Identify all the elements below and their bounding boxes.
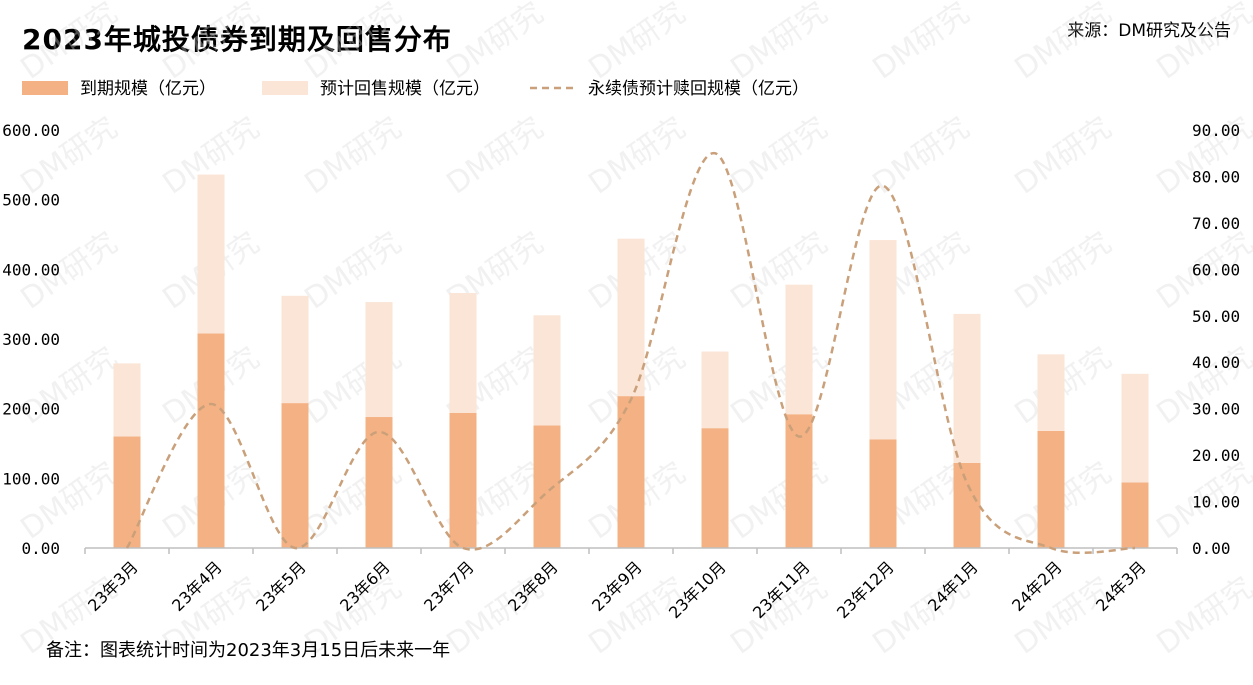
bar-maturity <box>617 396 645 548</box>
y-right-tick-label: 0.00 <box>1192 539 1231 558</box>
bar-maturity <box>281 403 309 548</box>
bar-putback <box>953 313 981 464</box>
bar-putback <box>1037 354 1065 431</box>
y-right-tick-label: 60.00 <box>1192 260 1240 279</box>
watermark-text: DM研究 <box>725 455 834 546</box>
watermark-text: DM研究 <box>1009 110 1118 201</box>
bar-maturity <box>113 436 141 548</box>
y-right-tick-label: 50.00 <box>1192 307 1240 326</box>
y-left-tick-label: 500.00 <box>2 191 60 210</box>
chart-title: 2023年城投债券到期及回售分布 <box>22 23 452 56</box>
bar-putback <box>701 351 729 429</box>
watermark-text: DM研究 <box>299 110 408 201</box>
y-right-tick-label: 90.00 <box>1192 121 1240 140</box>
watermark-text: DM研究 <box>725 225 834 316</box>
y-left-tick-label: 100.00 <box>2 469 60 488</box>
y-left-tick-label: 400.00 <box>2 260 60 279</box>
chart-note: 备注：图表统计时间为2023年3月15日后未来一年 <box>46 640 451 661</box>
legend-label: 预计回售规模（亿元） <box>320 79 490 99</box>
watermark-text: DM研究 <box>583 0 692 87</box>
series-line-perpetual <box>125 151 1136 555</box>
y-left-tick-label: 300.00 <box>2 330 60 349</box>
bar-putback <box>869 240 897 440</box>
bar-putback <box>365 302 393 418</box>
bar-putback <box>197 174 225 334</box>
y-right-tick-label: 70.00 <box>1192 214 1240 233</box>
watermark-text: DM研究 <box>725 340 834 431</box>
x-tick-label: 23年12月 <box>833 557 898 622</box>
y-axis-right: 0.00 10.00 20.00 30.00 40.00 50.00 60.00 70.00 8… <box>1192 121 1240 558</box>
watermark-text: DM研究 <box>15 0 124 87</box>
watermark-text: DM研究 <box>157 0 266 87</box>
watermark-text: DM研究 <box>441 0 550 87</box>
bar-putback <box>113 363 141 437</box>
bar-maturity <box>533 425 561 548</box>
y-right-tick-label: 40.00 <box>1192 353 1240 372</box>
legend: 到期规模（亿元） 预计回售规模（亿元） 永续债预计赎回规模（亿元） <box>22 79 809 99</box>
bar-maturity <box>785 414 813 548</box>
bar-maturity <box>701 428 729 548</box>
watermark-text: DM研究 <box>1009 0 1118 87</box>
y-right-tick-label: 30.00 <box>1192 400 1240 419</box>
y-left-tick-label: 600.00 <box>2 121 60 140</box>
x-tick-label: 23年5月 <box>252 557 310 615</box>
bar-putback <box>1121 373 1149 483</box>
y-axis-left: 0.00 100.00 200.00 300.00 400.00 500.00 600.00 <box>2 121 60 558</box>
watermark-text: DM研究 <box>1151 570 1253 661</box>
y-left-tick-label: 0.00 <box>21 539 60 558</box>
watermark-text: DM研究 <box>725 110 834 201</box>
watermark-text: DM研究 <box>1009 225 1118 316</box>
bar-putback <box>533 315 561 426</box>
watermark-text: DM研究 <box>725 0 834 87</box>
watermark-text: DM研究 <box>299 0 408 87</box>
bar-maturity <box>953 463 981 548</box>
y-left-tick-label: 200.00 <box>2 400 60 419</box>
chart-source: 来源：DM研究及公告 <box>1067 21 1231 41</box>
bar-maturity <box>197 333 225 548</box>
bars <box>113 174 1149 548</box>
bar-maturity <box>1121 482 1149 548</box>
y-right-tick-label: 80.00 <box>1192 167 1240 186</box>
watermark-text: DM研究 <box>441 110 550 201</box>
bar-maturity <box>869 439 897 548</box>
legend-label: 到期规模（亿元） <box>80 79 216 99</box>
bar-putback <box>785 284 813 415</box>
bar-maturity <box>449 412 477 548</box>
y-right-tick-label: 20.00 <box>1192 446 1240 465</box>
watermark-text: DM研究 <box>867 0 976 87</box>
legend-swatch <box>262 81 308 95</box>
bar-maturity <box>365 417 393 548</box>
bar-putback <box>281 295 309 404</box>
watermark-text: DM研究 <box>583 110 692 201</box>
watermark-text: DM研究 <box>1151 0 1253 87</box>
bar-putback <box>449 293 477 413</box>
bar-putback <box>617 238 645 397</box>
x-tick-label: 23年7月 <box>420 557 478 615</box>
legend-swatch <box>22 81 68 95</box>
y-right-tick-label: 10.00 <box>1192 493 1240 512</box>
legend-label: 永续债预计赎回规模（亿元） <box>588 79 809 99</box>
watermark-text: DM研究 <box>867 110 976 201</box>
bar-maturity <box>1037 430 1065 548</box>
